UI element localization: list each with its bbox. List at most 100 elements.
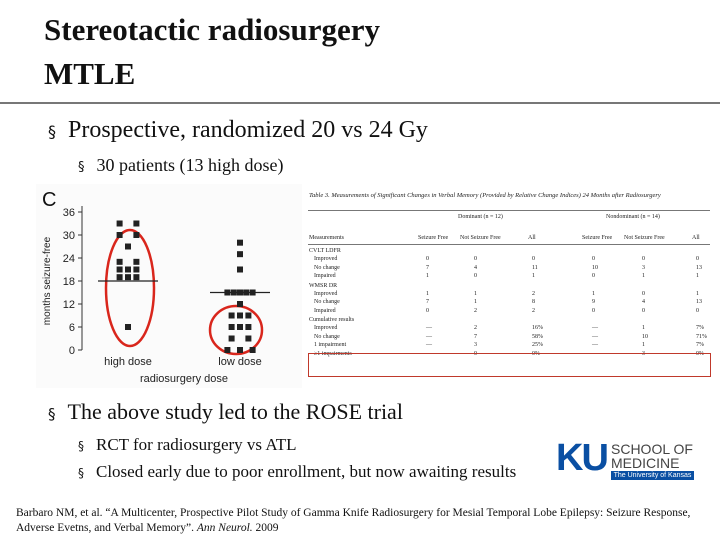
table-cell: 0 (592, 273, 595, 279)
table-cell: 0 (426, 307, 429, 314)
col-header: All (692, 235, 700, 241)
slide-title: Stereotactic radiosurgery MTLE (44, 8, 380, 96)
data-point (133, 274, 140, 281)
table-section-label: Cumulative results (309, 317, 355, 323)
table-cell: 7% (696, 342, 704, 348)
data-point (249, 347, 256, 353)
table-cell: 1 (474, 290, 477, 297)
y-tick-label: 6 (69, 322, 75, 334)
col-header: Seizure Free (582, 235, 613, 241)
x-category-label: low dose (218, 356, 261, 368)
verbal-memory-table: Table 3. Measurements of Significant Cha… (306, 190, 712, 382)
table-cell: No change (314, 333, 340, 340)
bullet-2: § The above study led to the ROSE trial (48, 399, 403, 425)
table-cell: 1 (642, 342, 645, 348)
highlight-ellipse-high-dose (104, 228, 156, 348)
x-axis-label: radiosurgery dose (140, 373, 228, 385)
data-point (125, 274, 131, 281)
bullet-mark-icon: § (78, 466, 84, 480)
y-tick-label: 30 (63, 230, 75, 242)
data-point (116, 266, 123, 273)
citation-text: Barbaro NM, et al. “A Multicenter, Prosp… (16, 507, 691, 534)
y-tick-label: 18 (63, 276, 75, 288)
table-cell: 1 (426, 290, 429, 297)
table-cell: 16% (532, 325, 543, 331)
table-row: Improved — 2 16% — 1 7% (306, 324, 712, 332)
table-cell: 0 (642, 290, 645, 297)
data-point (237, 289, 243, 296)
y-tick-label: 0 (69, 345, 75, 357)
col-header: Measurements (309, 235, 344, 241)
table-row: Impaired 0 2 2 0 0 0 (306, 307, 712, 315)
table-cell: — (592, 333, 598, 340)
data-point (243, 289, 250, 296)
table-cell: 1 (696, 290, 699, 297)
data-point (245, 335, 252, 342)
table-cell: 9 (592, 299, 595, 305)
table-cell: 0 (592, 307, 595, 314)
table-row: Improved 1 1 2 1 0 1 (306, 290, 712, 298)
data-point (116, 258, 123, 265)
citation-year: 2009 (252, 522, 279, 534)
panel-label: C (42, 189, 56, 211)
table-row: Improved 0 0 0 0 0 0 (306, 255, 712, 263)
data-point (245, 324, 252, 330)
bullet-2-sub-1: § RCT for radiosurgery vs ATL (78, 435, 297, 455)
table-cell: Impaired (314, 273, 336, 279)
table-cell: 10 (592, 264, 598, 271)
data-point (237, 251, 243, 258)
seizure-free-chart: C 0 6 12 18 24 30 36 months seizure-free high dos… (36, 184, 302, 388)
x-category-label: high dose (104, 356, 152, 368)
table-rule-header (308, 244, 710, 245)
logo-school-of: SCHOOL OF (611, 441, 693, 457)
table-cell: 10 (642, 333, 648, 340)
data-point (228, 324, 235, 330)
table-cell: 1 impairment (314, 342, 347, 348)
table-cell: 0 (474, 256, 477, 262)
table-cell: — (592, 325, 598, 331)
data-point (228, 335, 235, 342)
bullet-1: § Prospective, randomized 20 vs 24 Gy (48, 117, 428, 144)
y-tick-label: 24 (63, 253, 75, 265)
table-cell: 11 (532, 264, 538, 271)
data-point (245, 312, 252, 319)
col-header: All (528, 235, 536, 241)
data-point (116, 232, 123, 238)
table-row: Impaired 1 0 1 0 1 1 (306, 272, 712, 280)
bullet-mark-icon: § (48, 122, 56, 141)
bullet-mark-icon: § (78, 160, 85, 175)
table-cell: Improved (314, 325, 338, 331)
group-dominant: Dominant (n = 12) (458, 214, 503, 220)
table-cell: Impaired (314, 307, 336, 314)
ku-school-of-medicine-logo: KU SCHOOL OF MEDICINE The University of … (556, 436, 696, 482)
table-cell: 2 (532, 307, 535, 314)
table-header-row: Measurements Seizure Free Not Seizure Fr… (306, 234, 712, 242)
table-cell: 7 (426, 264, 429, 271)
logo-university: The University of Kansas (611, 471, 694, 480)
table-cell: 3 (642, 264, 645, 271)
data-point (237, 266, 243, 273)
col-header: Seizure Free (418, 235, 449, 241)
data-point (224, 289, 231, 296)
table-row: No change — 7 58% — 10 71% (306, 333, 712, 341)
table-cell: 0 (426, 256, 429, 262)
table-cell: 7 (474, 333, 477, 340)
table-section-label: WMSR DR (309, 282, 338, 289)
bullet-1-sub: § 30 patients (13 high dose) (78, 155, 283, 176)
data-point (237, 301, 243, 307)
group-nondominant: Nondominant (n = 14) (606, 214, 660, 220)
logo-medicine: MEDICINE (611, 455, 680, 471)
bullet-1-sub-text: 30 patients (13 high dose) (96, 155, 284, 175)
table-highlight-box (308, 353, 711, 377)
data-point (237, 239, 243, 246)
y-tick-label: 12 (63, 299, 75, 311)
table-cell: 1 (426, 273, 429, 279)
table-cell: 58% (532, 333, 543, 340)
table-cell: 4 (642, 299, 645, 305)
table-cell: 0 (474, 273, 477, 279)
citation: Barbaro NM, et al. “A Multicenter, Prosp… (16, 506, 706, 536)
table-cell: 13 (696, 299, 702, 305)
bullet-2-text: The above study led to the ROSE trial (67, 399, 403, 424)
table-cell: 0 (592, 256, 595, 262)
data-point (133, 258, 140, 265)
